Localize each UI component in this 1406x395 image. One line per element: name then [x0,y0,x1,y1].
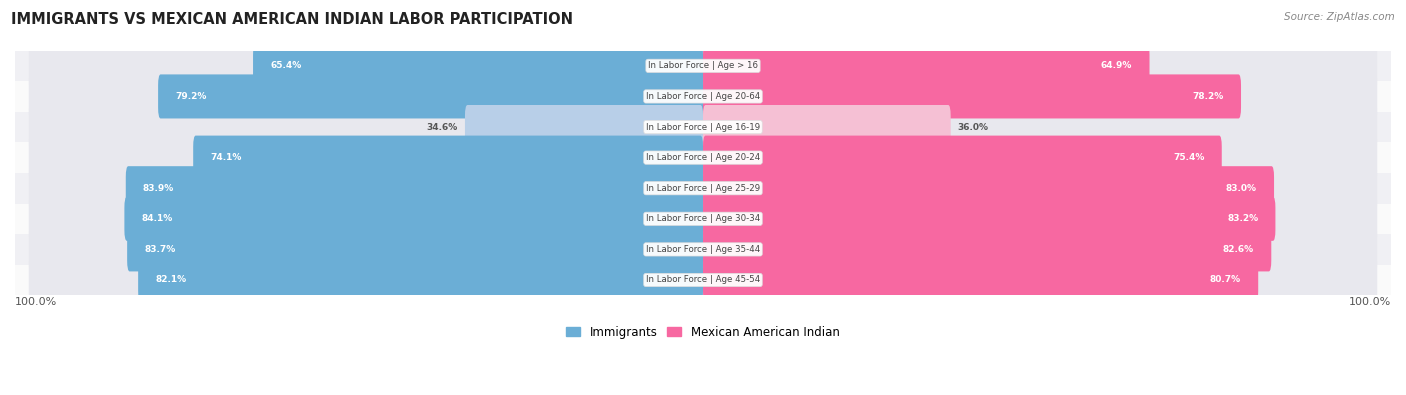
Text: In Labor Force | Age 45-54: In Labor Force | Age 45-54 [645,275,761,284]
FancyBboxPatch shape [703,197,1275,241]
FancyBboxPatch shape [28,102,1378,152]
Text: 34.6%: 34.6% [427,122,458,132]
Text: 64.9%: 64.9% [1101,61,1132,70]
FancyBboxPatch shape [703,258,1258,302]
Bar [15,112,1391,142]
FancyBboxPatch shape [125,166,703,210]
Bar [15,173,1391,203]
Text: 100.0%: 100.0% [15,297,58,307]
Text: 83.2%: 83.2% [1227,214,1258,223]
Text: 65.4%: 65.4% [270,61,301,70]
Text: In Labor Force | Age 16-19: In Labor Force | Age 16-19 [645,122,761,132]
FancyBboxPatch shape [157,74,703,118]
FancyBboxPatch shape [28,71,1378,122]
FancyBboxPatch shape [703,135,1222,180]
Text: 84.1%: 84.1% [142,214,173,223]
Text: In Labor Force | Age > 16: In Labor Force | Age > 16 [648,61,758,70]
Text: 82.6%: 82.6% [1223,245,1254,254]
FancyBboxPatch shape [703,74,1241,118]
FancyBboxPatch shape [28,133,1378,183]
Text: 83.7%: 83.7% [145,245,176,254]
Text: 83.0%: 83.0% [1226,184,1257,193]
Bar [15,265,1391,295]
FancyBboxPatch shape [465,105,703,149]
Legend: Immigrants, Mexican American Indian: Immigrants, Mexican American Indian [561,321,845,343]
Bar [15,142,1391,173]
Bar [15,234,1391,265]
Text: 36.0%: 36.0% [957,122,988,132]
Text: IMMIGRANTS VS MEXICAN AMERICAN INDIAN LABOR PARTICIPATION: IMMIGRANTS VS MEXICAN AMERICAN INDIAN LA… [11,12,574,27]
FancyBboxPatch shape [703,166,1274,210]
Text: Source: ZipAtlas.com: Source: ZipAtlas.com [1284,12,1395,22]
Text: 74.1%: 74.1% [211,153,242,162]
FancyBboxPatch shape [193,135,703,180]
Bar [15,81,1391,112]
FancyBboxPatch shape [703,228,1271,271]
Text: In Labor Force | Age 30-34: In Labor Force | Age 30-34 [645,214,761,223]
Text: 80.7%: 80.7% [1211,275,1241,284]
Text: 79.2%: 79.2% [176,92,207,101]
FancyBboxPatch shape [28,255,1378,305]
FancyBboxPatch shape [703,44,1150,88]
Text: In Labor Force | Age 35-44: In Labor Force | Age 35-44 [645,245,761,254]
FancyBboxPatch shape [28,194,1378,244]
Bar [15,51,1391,81]
FancyBboxPatch shape [28,224,1378,275]
Text: 75.4%: 75.4% [1173,153,1205,162]
FancyBboxPatch shape [703,105,950,149]
FancyBboxPatch shape [127,228,703,271]
Text: In Labor Force | Age 25-29: In Labor Force | Age 25-29 [645,184,761,193]
Text: 82.1%: 82.1% [155,275,187,284]
Text: In Labor Force | Age 20-24: In Labor Force | Age 20-24 [645,153,761,162]
FancyBboxPatch shape [253,44,703,88]
Text: In Labor Force | Age 20-64: In Labor Force | Age 20-64 [645,92,761,101]
FancyBboxPatch shape [138,258,703,302]
FancyBboxPatch shape [28,163,1378,213]
Text: 83.9%: 83.9% [143,184,174,193]
Text: 100.0%: 100.0% [1348,297,1391,307]
Bar [15,203,1391,234]
FancyBboxPatch shape [124,197,703,241]
Text: 78.2%: 78.2% [1192,92,1223,101]
FancyBboxPatch shape [28,41,1378,91]
